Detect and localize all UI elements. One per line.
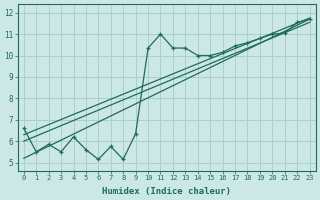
X-axis label: Humidex (Indice chaleur): Humidex (Indice chaleur)	[102, 187, 231, 196]
